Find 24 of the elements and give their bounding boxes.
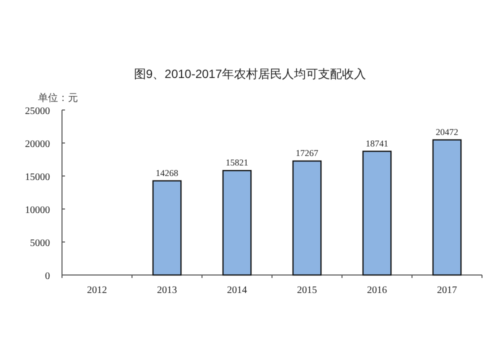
data-label: 20472: [436, 126, 458, 137]
y-tick-label: 5000: [30, 238, 50, 249]
bar: [222, 170, 252, 276]
bar: [432, 139, 462, 276]
y-tick-label: 15000: [25, 172, 50, 183]
y-tick-label: 25000: [25, 106, 50, 117]
data-label: 18741: [366, 138, 388, 148]
x-tick-label: 2017: [437, 285, 457, 296]
bar: [152, 180, 182, 276]
x-tick-label: 2015: [297, 285, 317, 296]
data-label: 14268: [156, 168, 179, 178]
y-tick-label: 10000: [25, 205, 50, 216]
data-label: 17267: [296, 148, 319, 158]
bar: [292, 160, 322, 276]
bar: [362, 150, 392, 276]
y-tick-label: 20000: [25, 139, 50, 150]
x-tick-label: 2013: [157, 285, 177, 296]
x-tick-label: 2016: [367, 285, 387, 296]
y-tick-label: 0: [45, 271, 50, 282]
y-axis-title: 单位：元: [38, 92, 78, 104]
x-tick-label: 2014: [227, 285, 247, 296]
x-tick-label: 2012: [87, 285, 107, 296]
chart-title: 图9、2010-2017年农村居民人均可支配收入: [134, 67, 366, 81]
data-label: 15821: [226, 158, 248, 168]
